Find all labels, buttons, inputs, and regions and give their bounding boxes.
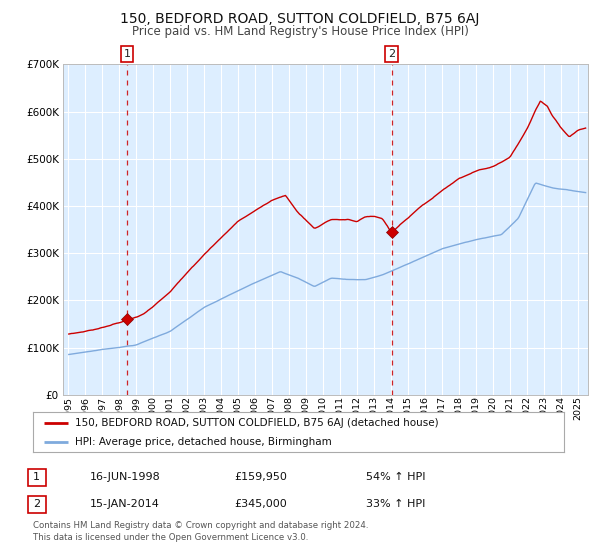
Text: Contains HM Land Registry data © Crown copyright and database right 2024.: Contains HM Land Registry data © Crown c… (33, 521, 368, 530)
Text: 54% ↑ HPI: 54% ↑ HPI (366, 472, 425, 482)
Text: £159,950: £159,950 (234, 472, 287, 482)
Text: 16-JUN-1998: 16-JUN-1998 (90, 472, 161, 482)
Text: 2: 2 (33, 499, 40, 509)
Text: 33% ↑ HPI: 33% ↑ HPI (366, 499, 425, 509)
Text: HPI: Average price, detached house, Birmingham: HPI: Average price, detached house, Birm… (76, 437, 332, 446)
Text: 1: 1 (33, 472, 40, 482)
Text: 150, BEDFORD ROAD, SUTTON COLDFIELD, B75 6AJ: 150, BEDFORD ROAD, SUTTON COLDFIELD, B75… (121, 12, 479, 26)
Text: 15-JAN-2014: 15-JAN-2014 (90, 499, 160, 509)
Text: 1: 1 (124, 49, 130, 59)
Text: This data is licensed under the Open Government Licence v3.0.: This data is licensed under the Open Gov… (33, 533, 308, 542)
Text: Price paid vs. HM Land Registry's House Price Index (HPI): Price paid vs. HM Land Registry's House … (131, 25, 469, 38)
Text: 2: 2 (388, 49, 395, 59)
Text: 150, BEDFORD ROAD, SUTTON COLDFIELD, B75 6AJ (detached house): 150, BEDFORD ROAD, SUTTON COLDFIELD, B75… (76, 418, 439, 428)
Text: £345,000: £345,000 (234, 499, 287, 509)
